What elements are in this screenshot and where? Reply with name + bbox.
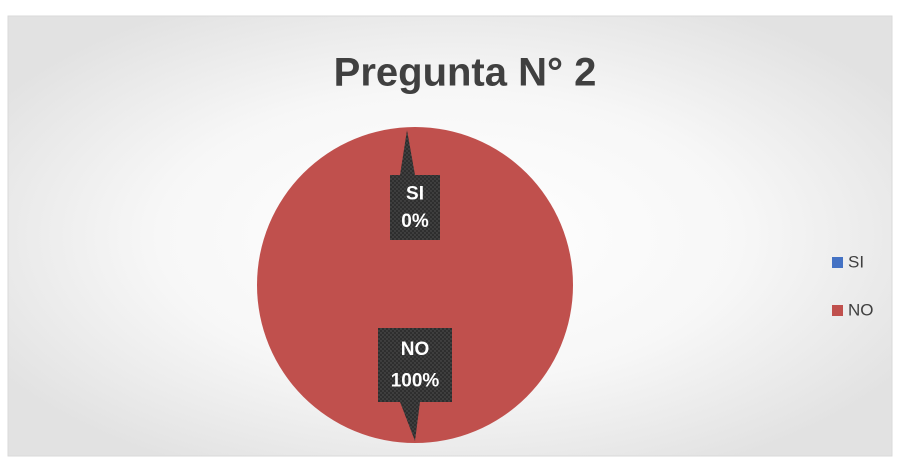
pie-slice bbox=[257, 127, 573, 443]
legend-label: NO bbox=[848, 300, 874, 319]
chart-title: Pregunta N° 2 bbox=[334, 51, 597, 95]
data-label-callout bbox=[390, 130, 440, 240]
legend-swatch bbox=[832, 257, 843, 268]
data-label-value: 100% bbox=[391, 370, 440, 391]
data-label-value: 0% bbox=[401, 211, 429, 232]
data-label-category: NO bbox=[401, 339, 430, 360]
data-label-callout bbox=[378, 328, 452, 441]
data-label-category: SI bbox=[406, 184, 424, 205]
legend-label: SI bbox=[848, 252, 864, 271]
legend-swatch bbox=[832, 305, 843, 316]
